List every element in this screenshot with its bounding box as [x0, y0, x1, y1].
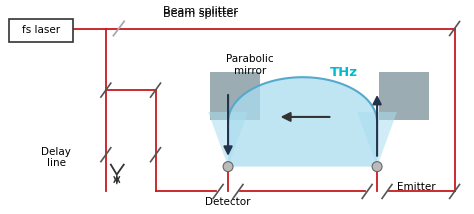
- Circle shape: [372, 162, 382, 172]
- Polygon shape: [228, 77, 377, 167]
- Circle shape: [223, 162, 233, 172]
- Text: THz: THz: [330, 66, 358, 79]
- Text: Parabolic
mirror: Parabolic mirror: [226, 55, 273, 76]
- Polygon shape: [208, 112, 248, 167]
- Text: Beam splitter: Beam splitter: [163, 6, 238, 16]
- Bar: [210, 72, 260, 120]
- Bar: [379, 72, 429, 120]
- Text: Beam splitter: Beam splitter: [163, 9, 238, 19]
- Text: Detector: Detector: [205, 197, 251, 207]
- Bar: [9, 19, 73, 42]
- Text: fs laser: fs laser: [22, 25, 60, 36]
- Text: Delay
line: Delay line: [41, 147, 71, 168]
- Polygon shape: [357, 112, 397, 167]
- Text: Emitter: Emitter: [397, 183, 436, 192]
